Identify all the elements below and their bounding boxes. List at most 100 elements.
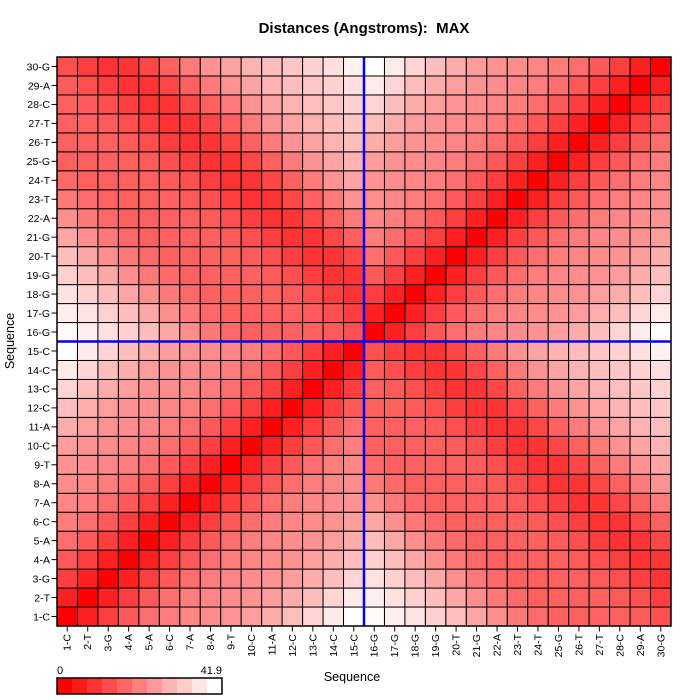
heatmap-cell[interactable]	[650, 322, 672, 342]
heatmap-cell[interactable]	[179, 435, 201, 456]
heatmap-cell[interactable]	[486, 303, 508, 324]
heatmap-cell[interactable]	[465, 341, 488, 361]
heatmap-cell[interactable]	[506, 454, 529, 475]
heatmap-cell[interactable]	[97, 265, 119, 286]
heatmap-cell[interactable]	[465, 132, 488, 153]
heatmap-cell[interactable]	[609, 359, 631, 380]
heatmap-cell[interactable]	[302, 397, 324, 418]
heatmap-cell[interactable]	[97, 246, 119, 267]
heatmap-cell[interactable]	[383, 378, 406, 399]
heatmap-cell[interactable]	[261, 284, 283, 305]
heatmap-cell[interactable]	[56, 606, 78, 627]
heatmap-cell[interactable]	[56, 170, 78, 191]
heatmap-cell[interactable]	[220, 227, 242, 248]
heatmap-cell[interactable]	[383, 322, 406, 342]
heatmap-cell[interactable]	[343, 568, 365, 589]
heatmap-cell[interactable]	[568, 530, 590, 551]
heatmap-cell[interactable]	[650, 341, 672, 361]
heatmap-cell[interactable]	[199, 113, 222, 134]
heatmap-cell[interactable]	[261, 189, 283, 210]
heatmap-cell[interactable]	[445, 568, 467, 589]
heatmap-cell[interactable]	[445, 378, 467, 399]
heatmap-cell[interactable]	[97, 113, 119, 134]
heatmap-cell[interactable]	[158, 473, 181, 494]
heatmap-cell[interactable]	[588, 511, 611, 532]
heatmap-cell[interactable]	[506, 265, 529, 286]
heatmap-cell[interactable]	[568, 359, 590, 380]
heatmap-cell[interactable]	[486, 416, 508, 437]
heatmap-cell[interactable]	[650, 587, 672, 608]
heatmap-cell[interactable]	[179, 113, 201, 134]
heatmap-cell[interactable]	[199, 511, 222, 532]
heatmap-cell[interactable]	[261, 322, 283, 342]
heatmap-cell[interactable]	[547, 606, 570, 627]
heatmap-cell[interactable]	[158, 189, 181, 210]
heatmap-cell[interactable]	[629, 530, 652, 551]
heatmap-cell[interactable]	[158, 113, 181, 134]
heatmap-cell[interactable]	[568, 397, 590, 418]
heatmap-cell[interactable]	[383, 359, 406, 380]
heatmap-cell[interactable]	[138, 454, 160, 475]
heatmap-cell[interactable]	[158, 75, 181, 96]
heatmap-cell[interactable]	[650, 454, 672, 475]
heatmap-cell[interactable]	[506, 530, 529, 551]
heatmap-cell[interactable]	[568, 170, 590, 191]
heatmap-cell[interactable]	[117, 208, 140, 229]
heatmap-cell[interactable]	[76, 265, 99, 286]
heatmap-cell[interactable]	[445, 530, 467, 551]
heatmap-cell[interactable]	[97, 56, 119, 77]
heatmap-cell[interactable]	[199, 359, 222, 380]
heatmap-cell[interactable]	[158, 492, 181, 513]
heatmap-cell[interactable]	[281, 359, 304, 380]
heatmap-cell[interactable]	[650, 94, 672, 115]
heatmap-cell[interactable]	[117, 549, 140, 570]
heatmap-cell[interactable]	[261, 94, 283, 115]
heatmap-cell[interactable]	[343, 303, 365, 324]
heatmap-cell[interactable]	[527, 397, 549, 418]
heatmap-cell[interactable]	[404, 113, 426, 134]
heatmap-cell[interactable]	[179, 303, 201, 324]
heatmap-cell[interactable]	[322, 208, 345, 229]
heatmap-cell[interactable]	[343, 341, 365, 361]
heatmap-cell[interactable]	[568, 151, 590, 172]
heatmap-cell[interactable]	[506, 435, 529, 456]
heatmap-cell[interactable]	[650, 511, 672, 532]
heatmap-cell[interactable]	[220, 303, 242, 324]
heatmap-cell[interactable]	[404, 473, 426, 494]
heatmap-cell[interactable]	[302, 378, 324, 399]
heatmap-cell[interactable]	[609, 435, 631, 456]
heatmap-cell[interactable]	[424, 492, 447, 513]
heatmap-cell[interactable]	[588, 492, 611, 513]
heatmap-cell[interactable]	[179, 378, 201, 399]
heatmap-cell[interactable]	[486, 530, 508, 551]
heatmap-cell[interactable]	[240, 359, 263, 380]
heatmap-cell[interactable]	[158, 587, 181, 608]
heatmap-cell[interactable]	[404, 322, 426, 342]
heatmap-cell[interactable]	[465, 587, 488, 608]
heatmap-cell[interactable]	[97, 568, 119, 589]
heatmap-cell[interactable]	[404, 151, 426, 172]
heatmap-cell[interactable]	[609, 132, 631, 153]
heatmap-cell[interactable]	[609, 397, 631, 418]
heatmap-cell[interactable]	[76, 435, 99, 456]
heatmap-cell[interactable]	[220, 322, 242, 342]
heatmap-cell[interactable]	[322, 246, 345, 267]
heatmap-cell[interactable]	[322, 113, 345, 134]
heatmap-cell[interactable]	[404, 56, 426, 77]
heatmap-cell[interactable]	[527, 511, 549, 532]
heatmap-cell[interactable]	[609, 322, 631, 342]
heatmap-cell[interactable]	[609, 341, 631, 361]
heatmap-cell[interactable]	[281, 568, 304, 589]
heatmap-cell[interactable]	[302, 511, 324, 532]
heatmap-cell[interactable]	[343, 454, 365, 475]
heatmap-cell[interactable]	[404, 378, 426, 399]
heatmap-cell[interactable]	[650, 56, 672, 77]
heatmap-cell[interactable]	[240, 56, 263, 77]
heatmap-cell[interactable]	[465, 492, 488, 513]
heatmap-cell[interactable]	[240, 568, 263, 589]
heatmap-cell[interactable]	[506, 189, 529, 210]
heatmap-cell[interactable]	[383, 435, 406, 456]
heatmap-cell[interactable]	[588, 568, 611, 589]
heatmap-cell[interactable]	[650, 359, 672, 380]
heatmap-cell[interactable]	[383, 606, 406, 627]
